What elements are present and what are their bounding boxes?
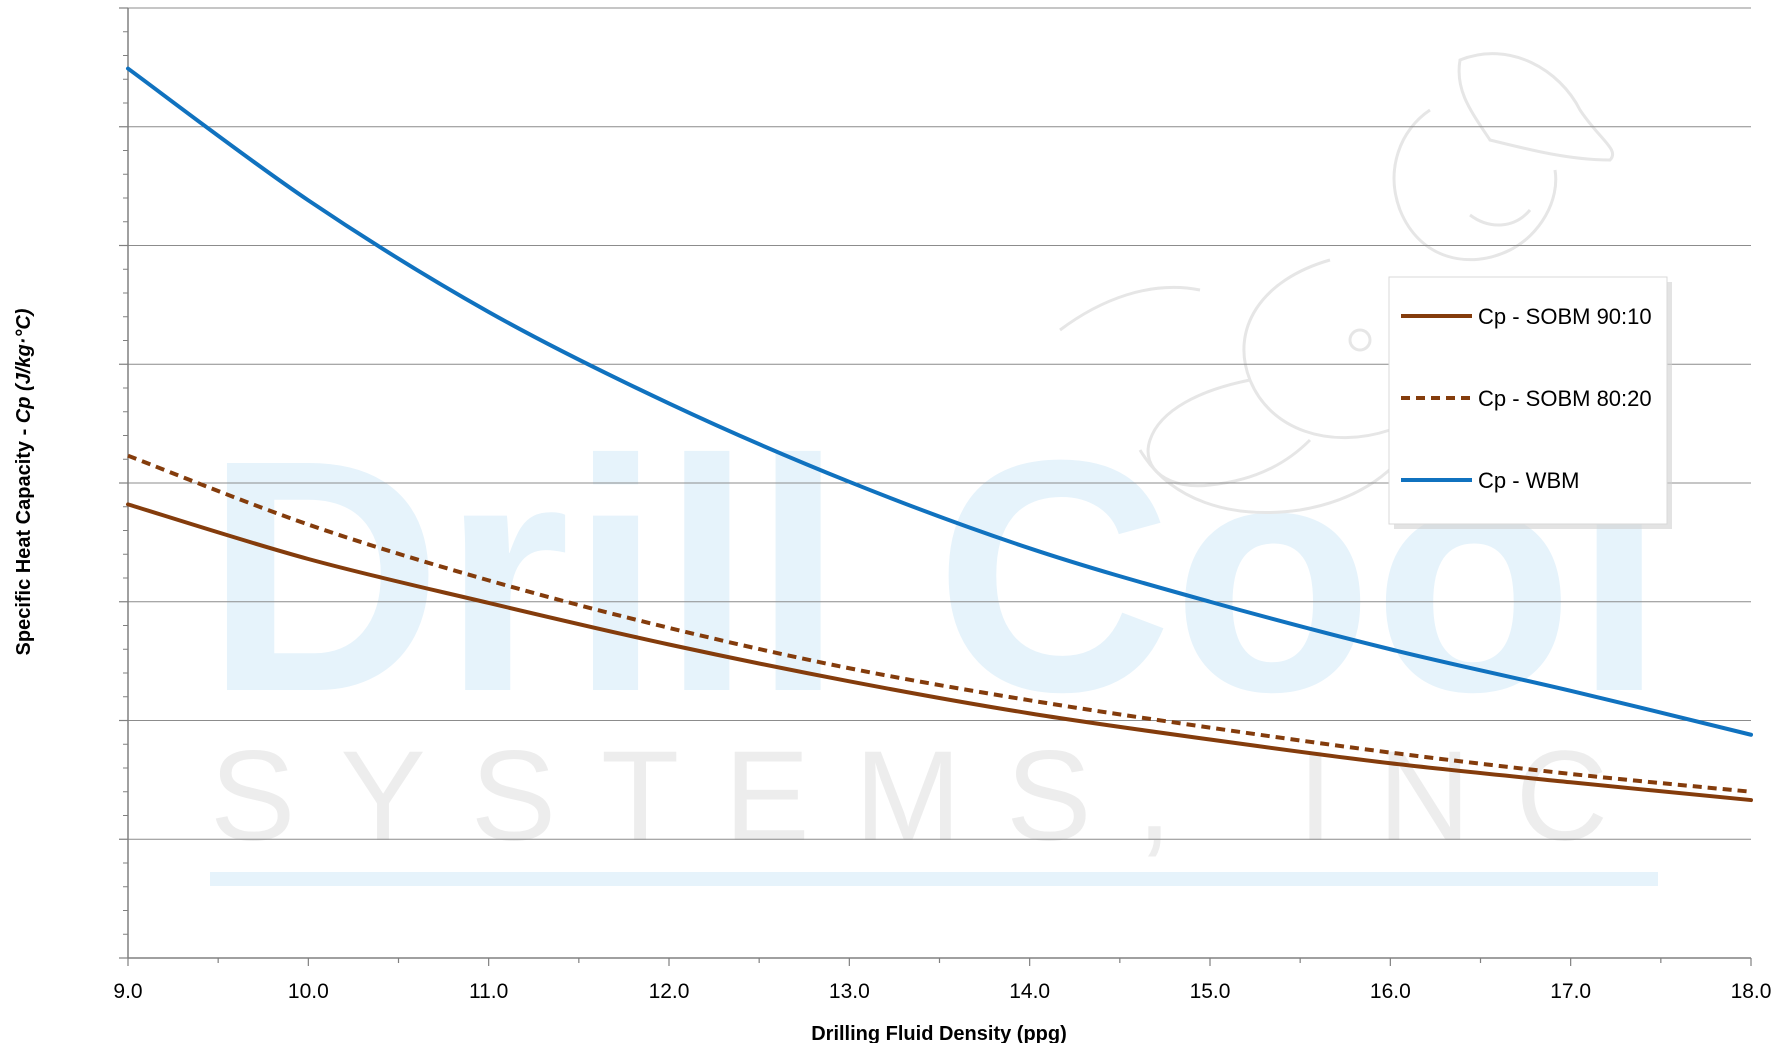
legend-box [1388,276,1668,525]
legend: Cp - SOBM 90:10 Cp - SOBM 80:20 Cp - WBM [1388,276,1672,529]
series-line-2 [126,66,1753,737]
x-tick-label: 17.0 [1550,980,1591,1003]
watermark-underline [210,872,1658,886]
x-tick-label: 18.0 [1731,980,1772,1003]
gridlines [128,7,1751,840]
series-line-1 [127,453,1752,794]
x-tick-label: 15.0 [1190,980,1231,1003]
axes: 9.0 10.0 11.0 12.0 13.0 14.0 15.0 16.0 17.0 18.0 [113,7,1772,1003]
y-axis-title-prefix: Specific Heat Capacity - [13,423,35,655]
series-line-0 [126,502,1753,803]
x-tick-label: 11.0 [469,980,508,1003]
y-axis-title-italic: Cp (J/kg·°C) [13,308,35,423]
x-tick-label: 13.0 [829,980,870,1003]
watermark-mascot-icon [1059,52,1615,514]
legend-label: Cp - SOBM 90:10 [1478,304,1652,329]
y-axis-title: Specific Heat Capacity - Cp (J/kg·°C) [13,308,35,655]
x-tick-label: 9.0 [113,980,142,1003]
legend-label: Cp - WBM [1478,468,1579,493]
x-tick-label: 12.0 [649,980,690,1003]
x-tick-label: 14.0 [1009,980,1050,1003]
x-tick-label: 16.0 [1370,980,1411,1003]
x-tick-label: 10.0 [288,980,329,1003]
watermark-company-text: SYSTEMS, INC [210,725,1670,868]
legend-label: Cp - SOBM 80:20 [1478,386,1652,411]
plot-series [126,66,1753,803]
x-axis-title: Drilling Fluid Density (ppg) [811,1023,1067,1043]
